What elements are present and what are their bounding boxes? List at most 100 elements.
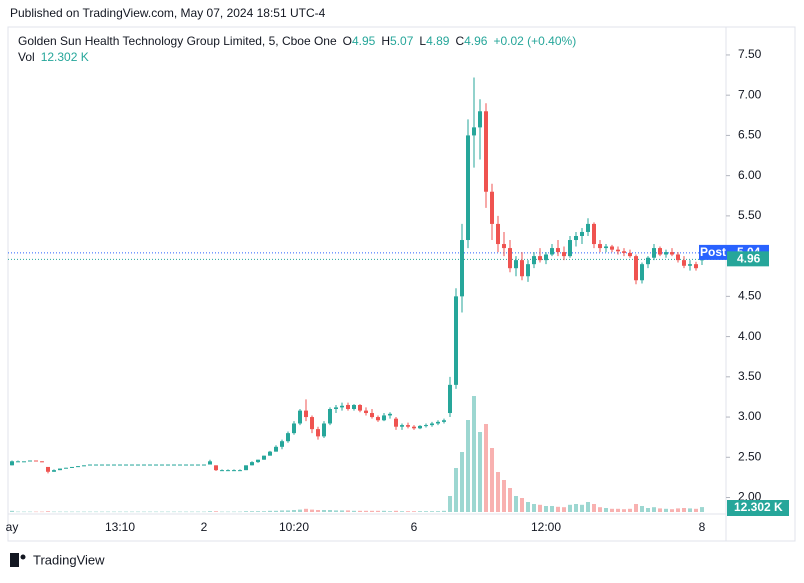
candle-body	[412, 427, 416, 429]
candle-body	[478, 111, 482, 127]
volume-bar	[388, 511, 392, 512]
volume-bar	[46, 511, 50, 512]
volume-bar	[580, 505, 584, 512]
candle-body	[28, 461, 32, 462]
legend-title: Golden Sun Health Technology Group Limit…	[18, 34, 337, 48]
candle-body	[58, 469, 62, 471]
y-tick-label: 2.50	[738, 449, 762, 463]
volume-bar	[298, 510, 302, 512]
legend-value: 4.89	[426, 34, 450, 48]
volume-bar	[400, 511, 404, 512]
volume-bar	[340, 510, 344, 512]
volume-bar	[208, 511, 212, 512]
candle-body	[544, 255, 548, 261]
candle-body	[514, 260, 518, 268]
volume-bar	[532, 504, 536, 512]
volume-bar	[304, 509, 308, 512]
candle-body	[550, 248, 554, 254]
candle-body	[244, 465, 248, 470]
x-tick-label: 8	[699, 520, 706, 534]
volume-bar	[592, 504, 596, 512]
footer-brand: TradingView	[33, 552, 105, 567]
candle-body	[508, 248, 512, 268]
candle-body	[400, 425, 404, 427]
volume-bar	[358, 511, 362, 512]
candle-body	[586, 224, 590, 232]
y-tick-label: 3.50	[738, 369, 762, 383]
volume-bar	[310, 510, 314, 512]
volume-bar	[574, 504, 578, 512]
price-tag-name: Post	[700, 245, 726, 259]
candle-body	[448, 385, 452, 413]
volume-bar	[490, 448, 494, 512]
candle-body	[394, 419, 398, 427]
volume-bar	[406, 511, 410, 512]
y-tick-label: 4.00	[738, 329, 762, 343]
candle-body	[346, 405, 350, 409]
candle-body	[352, 405, 356, 409]
volume-bar	[586, 502, 590, 512]
candle-body	[670, 252, 674, 254]
volume-bar	[418, 511, 422, 512]
volume-bar	[412, 511, 416, 512]
volume-bar	[442, 511, 446, 512]
volume-bar	[562, 507, 566, 512]
volume-bar	[694, 509, 698, 512]
candle-body	[118, 465, 122, 466]
candle-body	[322, 423, 326, 436]
candle-body	[124, 465, 128, 466]
candle-body	[34, 461, 38, 462]
candle-body	[454, 296, 458, 385]
candle-body	[166, 465, 170, 466]
legend-value: 4.95	[352, 34, 376, 48]
candle-body	[358, 405, 362, 411]
candle-body	[568, 240, 572, 256]
candle-body	[424, 425, 428, 426]
candle-body	[376, 417, 380, 420]
candle-body	[604, 246, 608, 248]
candle-body	[280, 441, 284, 447]
candle-body	[490, 192, 494, 224]
candle-body	[532, 256, 536, 264]
candle-body	[658, 248, 662, 254]
volume-bar	[604, 508, 608, 512]
candle-body	[70, 467, 74, 468]
candle-body	[364, 411, 368, 413]
candle-body	[610, 246, 614, 249]
candle-body	[220, 470, 224, 471]
candle-body	[184, 465, 188, 466]
candle-body	[304, 411, 308, 417]
candle-body	[436, 422, 440, 424]
candle-body	[82, 465, 86, 466]
legend-letter: H	[381, 34, 390, 48]
volume-bar	[544, 506, 548, 512]
candle-body	[430, 423, 434, 425]
volume-bar	[370, 511, 374, 512]
candle-body	[496, 224, 500, 244]
volume-bar	[670, 509, 674, 512]
candle-body	[238, 470, 242, 471]
volume-bar	[448, 496, 452, 512]
candle-body	[130, 465, 134, 466]
candle-body	[64, 468, 68, 469]
volume-bar	[556, 507, 560, 512]
volume-bar	[568, 505, 572, 512]
volume-bar	[286, 510, 290, 512]
candle-body	[94, 465, 98, 466]
candle-body	[76, 466, 80, 467]
volume-bar	[262, 511, 266, 512]
volume-bar	[652, 507, 656, 512]
candle-body	[292, 423, 296, 433]
candle-body	[88, 465, 92, 466]
volume-bar	[436, 511, 440, 512]
candle-body	[562, 252, 566, 256]
candle-body	[136, 465, 140, 466]
volume-bar	[520, 498, 524, 512]
volume-bar	[322, 510, 326, 512]
y-tick-label: 5.50	[738, 208, 762, 222]
volume-bar	[664, 509, 668, 512]
volume-bar	[244, 511, 248, 512]
candle-body	[16, 461, 20, 462]
candle-body	[328, 409, 332, 423]
